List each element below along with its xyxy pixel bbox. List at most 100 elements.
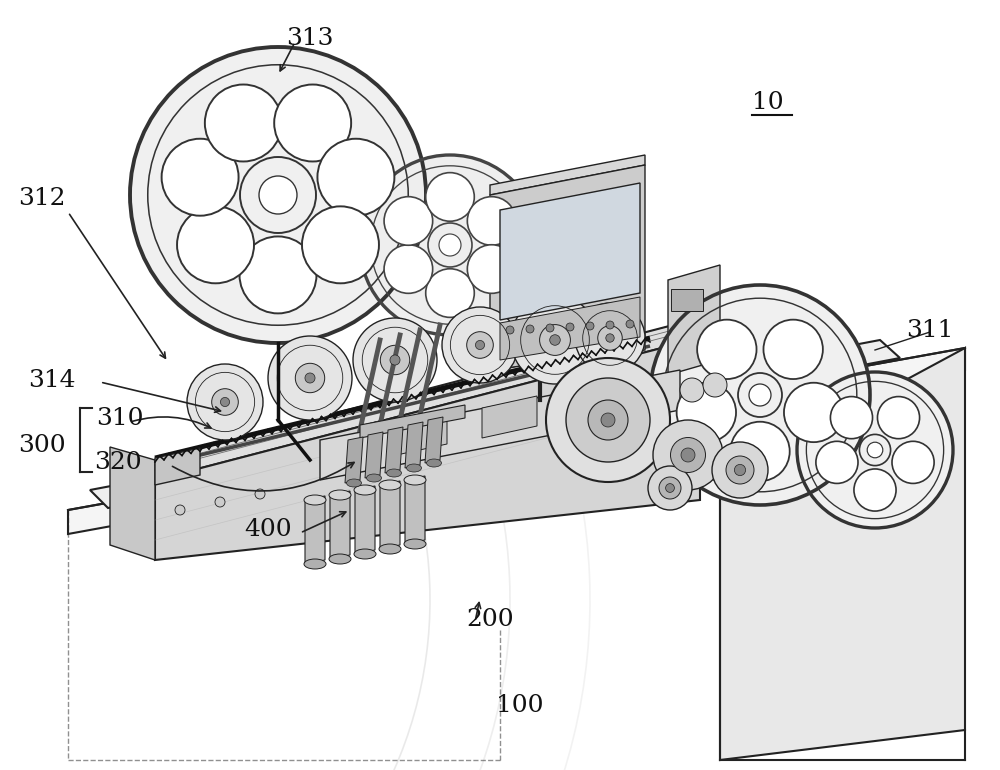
Circle shape — [598, 326, 622, 350]
Ellipse shape — [387, 469, 402, 477]
Polygon shape — [155, 318, 700, 480]
Text: 311: 311 — [906, 319, 954, 342]
Circle shape — [601, 413, 615, 427]
Circle shape — [384, 196, 433, 246]
Circle shape — [130, 47, 426, 343]
Circle shape — [697, 320, 757, 379]
Circle shape — [428, 223, 472, 267]
Ellipse shape — [379, 480, 401, 490]
Circle shape — [830, 397, 873, 439]
Polygon shape — [405, 422, 423, 468]
Circle shape — [588, 400, 628, 440]
Polygon shape — [490, 155, 645, 195]
Circle shape — [305, 373, 315, 383]
Circle shape — [854, 469, 896, 511]
Ellipse shape — [354, 549, 376, 559]
Polygon shape — [392, 414, 447, 456]
Polygon shape — [155, 448, 200, 485]
Ellipse shape — [347, 479, 362, 487]
Circle shape — [749, 384, 771, 406]
Circle shape — [606, 321, 614, 329]
Circle shape — [467, 245, 516, 293]
Text: 320: 320 — [94, 450, 142, 474]
Ellipse shape — [407, 464, 422, 472]
Circle shape — [175, 505, 185, 515]
Circle shape — [666, 484, 674, 492]
Circle shape — [659, 477, 681, 499]
Text: 310: 310 — [96, 407, 144, 430]
Circle shape — [606, 334, 614, 342]
Text: 300: 300 — [18, 434, 66, 457]
Text: 100: 100 — [496, 694, 544, 717]
Ellipse shape — [367, 474, 382, 482]
Circle shape — [877, 397, 920, 439]
Circle shape — [680, 378, 704, 402]
Circle shape — [353, 318, 437, 402]
Circle shape — [546, 358, 670, 482]
Circle shape — [467, 196, 516, 246]
Polygon shape — [720, 348, 965, 760]
Circle shape — [212, 389, 238, 415]
Polygon shape — [482, 396, 537, 438]
Circle shape — [738, 373, 782, 417]
Circle shape — [506, 326, 514, 334]
Circle shape — [439, 234, 461, 256]
Circle shape — [259, 176, 297, 214]
Circle shape — [595, 425, 605, 435]
Polygon shape — [68, 348, 965, 534]
Ellipse shape — [329, 490, 351, 500]
Circle shape — [426, 172, 474, 221]
Polygon shape — [572, 379, 627, 421]
Circle shape — [635, 415, 645, 425]
Ellipse shape — [304, 559, 326, 569]
Text: 200: 200 — [466, 608, 514, 631]
Polygon shape — [490, 165, 645, 370]
Polygon shape — [360, 405, 465, 438]
Circle shape — [380, 345, 410, 375]
Circle shape — [295, 363, 325, 393]
Polygon shape — [330, 491, 350, 559]
Text: 400: 400 — [244, 518, 292, 541]
Circle shape — [205, 85, 282, 162]
Circle shape — [575, 303, 645, 373]
Circle shape — [730, 422, 790, 481]
Text: 312: 312 — [18, 186, 66, 209]
Circle shape — [390, 355, 400, 365]
Circle shape — [734, 464, 746, 476]
Ellipse shape — [404, 539, 426, 549]
Circle shape — [526, 325, 534, 333]
Circle shape — [442, 307, 518, 383]
Text: 313: 313 — [286, 26, 334, 49]
Circle shape — [215, 497, 225, 507]
Circle shape — [892, 441, 934, 484]
Polygon shape — [668, 265, 720, 375]
Circle shape — [867, 442, 883, 458]
Ellipse shape — [329, 554, 351, 564]
Circle shape — [540, 325, 570, 356]
Circle shape — [467, 332, 493, 358]
Circle shape — [546, 324, 554, 332]
Polygon shape — [500, 297, 640, 360]
Ellipse shape — [426, 459, 442, 467]
FancyBboxPatch shape — [671, 289, 703, 311]
Polygon shape — [405, 476, 425, 544]
Circle shape — [648, 466, 692, 510]
Circle shape — [859, 434, 891, 466]
Circle shape — [177, 206, 254, 283]
Polygon shape — [155, 338, 700, 560]
Polygon shape — [345, 437, 363, 483]
Circle shape — [384, 245, 433, 293]
Circle shape — [475, 340, 485, 350]
Polygon shape — [355, 486, 375, 554]
Circle shape — [712, 442, 768, 498]
Ellipse shape — [354, 485, 376, 495]
Circle shape — [681, 448, 695, 462]
Circle shape — [566, 378, 650, 462]
Circle shape — [550, 335, 560, 345]
Polygon shape — [500, 183, 640, 320]
Text: 10: 10 — [752, 91, 784, 113]
Circle shape — [220, 397, 230, 407]
Circle shape — [726, 456, 754, 484]
Circle shape — [360, 155, 540, 335]
Circle shape — [763, 320, 823, 379]
